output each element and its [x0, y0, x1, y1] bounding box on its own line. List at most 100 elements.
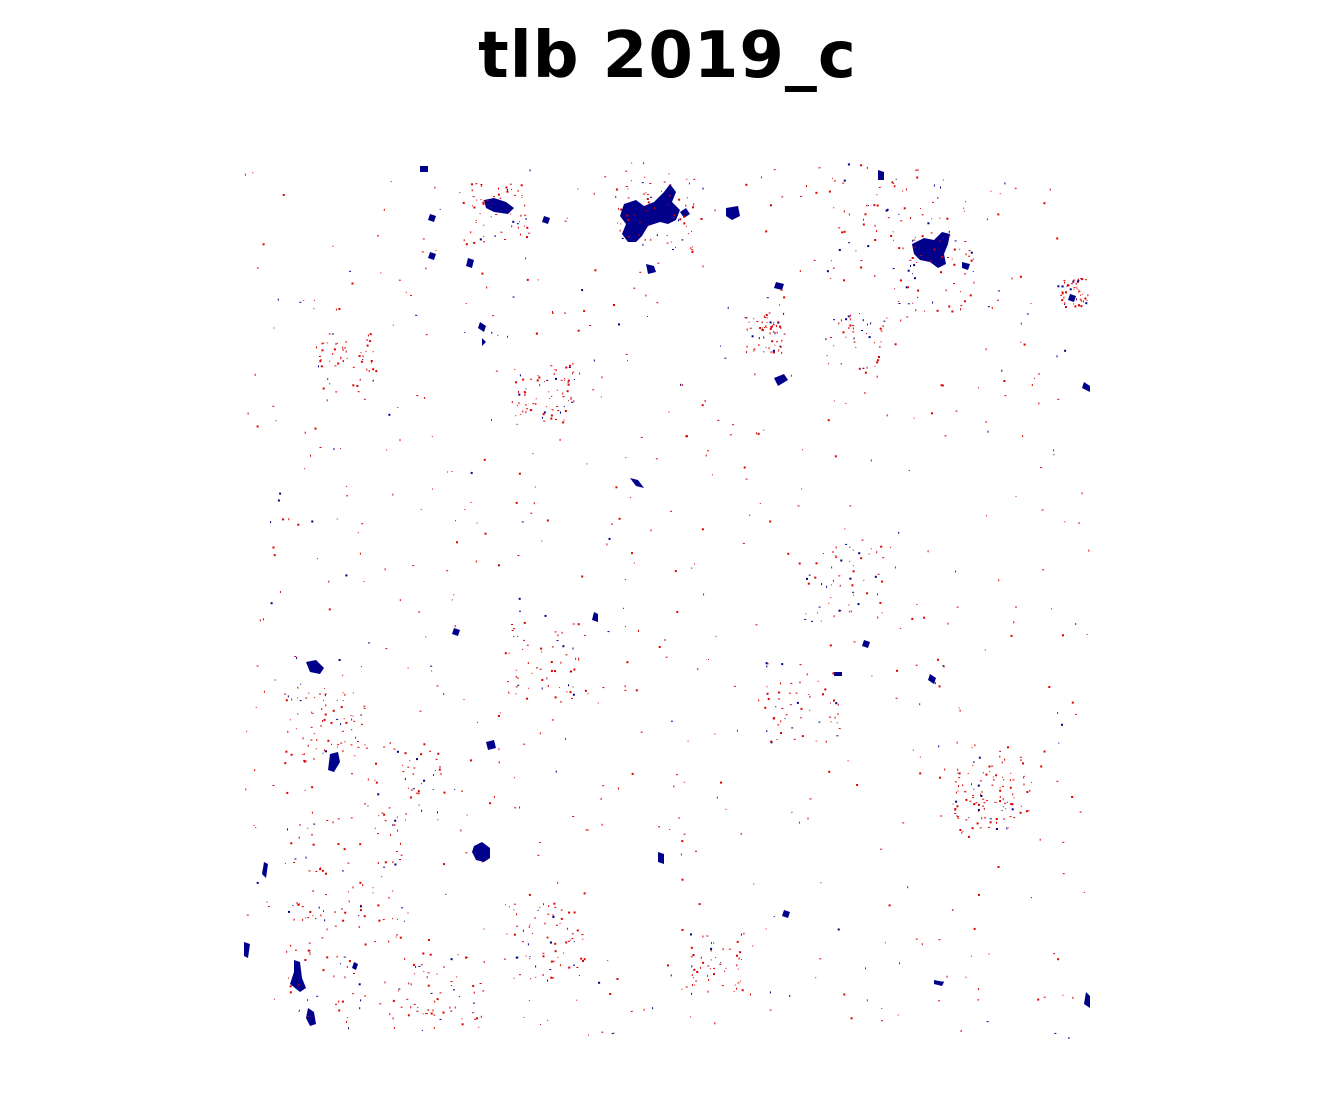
red-pixel: [408, 982, 410, 985]
blue-pixel: [1077, 279, 1080, 282]
red-pixel: [764, 317, 767, 319]
blue-pixel: [1072, 299, 1074, 302]
red-pixel: [397, 407, 399, 408]
red-pixel: [539, 906, 541, 908]
blue-pixel: [394, 863, 397, 866]
red-pixel: [312, 890, 314, 892]
red-pixel: [785, 714, 788, 716]
red-pixel: [999, 796, 1001, 798]
red-pixel: [303, 759, 306, 762]
blue-pixel: [862, 367, 865, 369]
red-pixel: [1080, 278, 1083, 280]
red-pixel: [832, 551, 834, 553]
red-pixel: [938, 685, 941, 688]
blue-patch: [646, 264, 656, 274]
red-pixel: [760, 176, 762, 179]
red-pixel: [894, 185, 896, 188]
red-pixel: [736, 964, 738, 967]
red-pixel: [833, 615, 835, 618]
blue-pixel: [681, 239, 684, 241]
red-pixel: [410, 983, 412, 986]
red-pixel: [675, 246, 676, 248]
red-pixel: [755, 432, 757, 435]
red-pixel: [325, 704, 327, 707]
red-pixel: [965, 976, 967, 978]
red-pixel: [363, 915, 366, 918]
red-pixel: [476, 522, 478, 524]
red-pixel: [838, 728, 841, 730]
red-pixel: [515, 501, 518, 504]
blue-pixel: [845, 318, 848, 321]
red-pixel: [600, 797, 602, 800]
red-pixel: [543, 903, 544, 906]
red-pixel: [288, 977, 289, 979]
blue-pixel: [388, 413, 391, 416]
red-pixel: [524, 392, 527, 394]
blue-pixel: [325, 750, 327, 753]
red-pixel: [656, 302, 659, 304]
red-pixel: [560, 379, 563, 381]
red-pixel: [1012, 779, 1015, 781]
red-pixel: [541, 540, 543, 542]
red-pixel: [876, 230, 877, 233]
red-pixel: [1071, 701, 1074, 704]
red-pixel: [1042, 569, 1045, 571]
red-pixel: [511, 225, 513, 228]
red-pixel: [1022, 762, 1024, 765]
red-pixel: [613, 1032, 615, 1034]
red-pixel: [308, 870, 311, 872]
red-pixel: [688, 182, 690, 185]
red-pixel: [332, 709, 335, 712]
red-pixel: [597, 702, 599, 704]
red-pixel: [351, 282, 354, 285]
blue-pixel: [415, 314, 418, 316]
red-pixel: [316, 558, 318, 560]
blue-pixel: [309, 950, 311, 951]
red-pixel: [695, 850, 697, 852]
red-pixel: [1030, 303, 1032, 305]
red-pixel: [957, 768, 959, 771]
blue-patch: [878, 170, 884, 180]
red-pixel: [569, 691, 572, 694]
red-pixel: [327, 739, 330, 742]
red-pixel: [776, 739, 778, 740]
red-pixel: [531, 672, 533, 674]
red-pixel: [392, 890, 394, 892]
red-pixel: [912, 302, 914, 304]
red-pixel: [750, 993, 751, 996]
blue-pixel: [1061, 723, 1063, 726]
red-pixel: [542, 955, 545, 958]
red-pixel: [763, 315, 765, 318]
red-pixel: [425, 1013, 426, 1015]
red-pixel: [547, 1019, 549, 1021]
red-pixel: [506, 190, 509, 193]
blue-pixel: [982, 772, 984, 774]
red-pixel: [1078, 522, 1080, 525]
red-pixel: [321, 708, 323, 711]
red-pixel: [542, 974, 544, 976]
blue-patches: [244, 166, 1090, 1026]
red-pixel: [548, 905, 550, 908]
red-pixel: [798, 562, 801, 565]
red-pixel: [350, 744, 353, 746]
red-pixel: [556, 389, 558, 391]
blue-patch: [934, 980, 944, 986]
blue-patch: [472, 842, 490, 862]
red-pixel: [517, 635, 518, 637]
blue-pixel: [1056, 355, 1058, 358]
red-pixel: [1007, 746, 1009, 749]
red-pixel: [412, 565, 415, 567]
red-pixel: [678, 198, 681, 201]
red-pixel: [530, 378, 533, 380]
red-pixel: [995, 818, 998, 820]
red-pixel: [633, 214, 635, 216]
red-pixel: [667, 964, 669, 967]
blue-pixel: [870, 322, 872, 325]
red-pixel: [582, 938, 584, 940]
red-pixel: [429, 953, 432, 956]
red-pixel: [870, 459, 872, 462]
red-pixel: [1078, 290, 1080, 293]
red-pixel: [345, 721, 348, 724]
red-pixel: [779, 345, 782, 347]
red-pixel: [369, 340, 372, 343]
